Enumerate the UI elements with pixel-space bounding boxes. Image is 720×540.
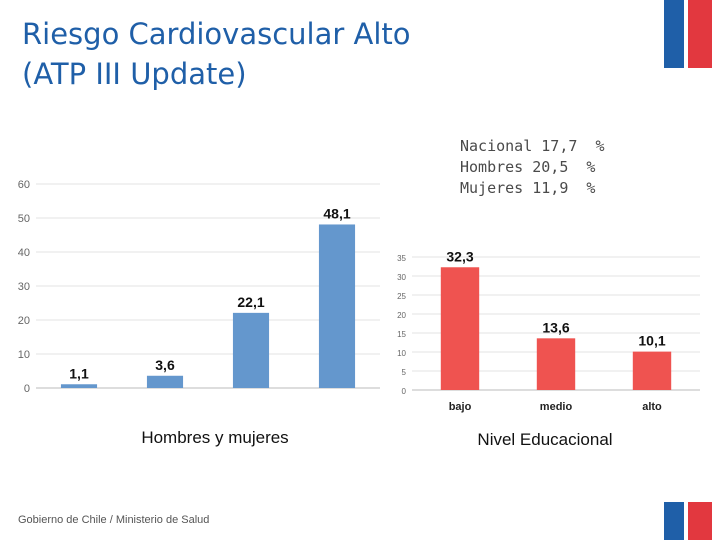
right-chart-y-tick-label: 25 xyxy=(397,292,406,301)
right-chart-bar xyxy=(632,351,672,390)
right-chart-data-label: 13,6 xyxy=(542,319,569,335)
left-chart-data-label: 22,1 xyxy=(237,294,264,310)
left-chart-data-label: 48,1 xyxy=(323,205,350,221)
right-chart-y-tick-label: 20 xyxy=(397,311,406,320)
right-chart-category-label: alto xyxy=(642,401,662,413)
chile-flag-bottom-icon xyxy=(664,502,712,540)
title-line-2: (ATP III Update) xyxy=(22,57,247,91)
left-chart-y-tick-label: 10 xyxy=(18,349,30,361)
left-chart-bar xyxy=(146,375,184,388)
right-chart-y-tick-label: 15 xyxy=(397,330,406,339)
chart-nivel-educacional: 0 5 10 15 20 25 30 35 32,3 bajo 13,6 medio 10,1 alto xyxy=(397,248,700,413)
left-chart-data-label: 1,1 xyxy=(69,365,89,381)
left-chart-bar xyxy=(318,224,356,388)
chart-hombres-mujeres: 0 10 20 30 40 50 60 1,1 3,6 22,1 48,1 xyxy=(18,179,380,395)
stat-nacional: Nacional 17,7 % xyxy=(460,137,605,155)
left-chart-y-tick-label: 60 xyxy=(18,179,30,191)
right-chart-y-tick-label: 5 xyxy=(402,368,407,377)
left-chart-bar xyxy=(60,384,98,388)
right-chart-data-label: 10,1 xyxy=(638,333,665,349)
left-chart-y-tick-label: 50 xyxy=(18,213,30,225)
left-chart-bar xyxy=(232,312,270,388)
right-chart-category-label: bajo xyxy=(449,401,472,413)
right-chart-y-tick-label: 10 xyxy=(397,349,406,358)
right-chart-y-tick-label: 35 xyxy=(397,254,406,263)
slide-title: Riesgo Cardiovascular Alto (ATP III Upda… xyxy=(22,14,542,94)
left-chart-y-tick-label: 40 xyxy=(18,247,30,259)
right-chart-bar xyxy=(440,267,480,390)
caption-nivel-educacional: Nivel Educacional xyxy=(477,430,613,449)
stat-mujeres: Mujeres 11,9 % xyxy=(460,179,596,197)
caption-hombres-mujeres: Hombres y mujeres xyxy=(141,428,289,447)
left-chart-data-label: 3,6 xyxy=(155,357,175,373)
right-chart-y-tick-label: 0 xyxy=(402,387,407,396)
left-chart-y-tick-label: 30 xyxy=(18,281,30,293)
right-chart-y-tick-label: 30 xyxy=(397,273,406,282)
footer-text: Gobierno de Chile / Ministerio de Salud xyxy=(18,514,210,526)
title-line-1: Riesgo Cardiovascular Alto xyxy=(22,17,411,51)
national-stats: Nacional 17,7 % Hombres 20,5 % Mujeres 1… xyxy=(460,136,605,199)
right-chart-category-label: medio xyxy=(540,401,573,413)
right-chart-data-label: 32,3 xyxy=(446,248,473,264)
right-chart-bar xyxy=(536,338,576,390)
left-chart-y-tick-label: 0 xyxy=(24,383,30,395)
chile-flag-top-icon xyxy=(664,0,712,68)
left-chart-y-tick-label: 20 xyxy=(18,315,30,327)
stat-hombres: Hombres 20,5 % xyxy=(460,158,596,176)
